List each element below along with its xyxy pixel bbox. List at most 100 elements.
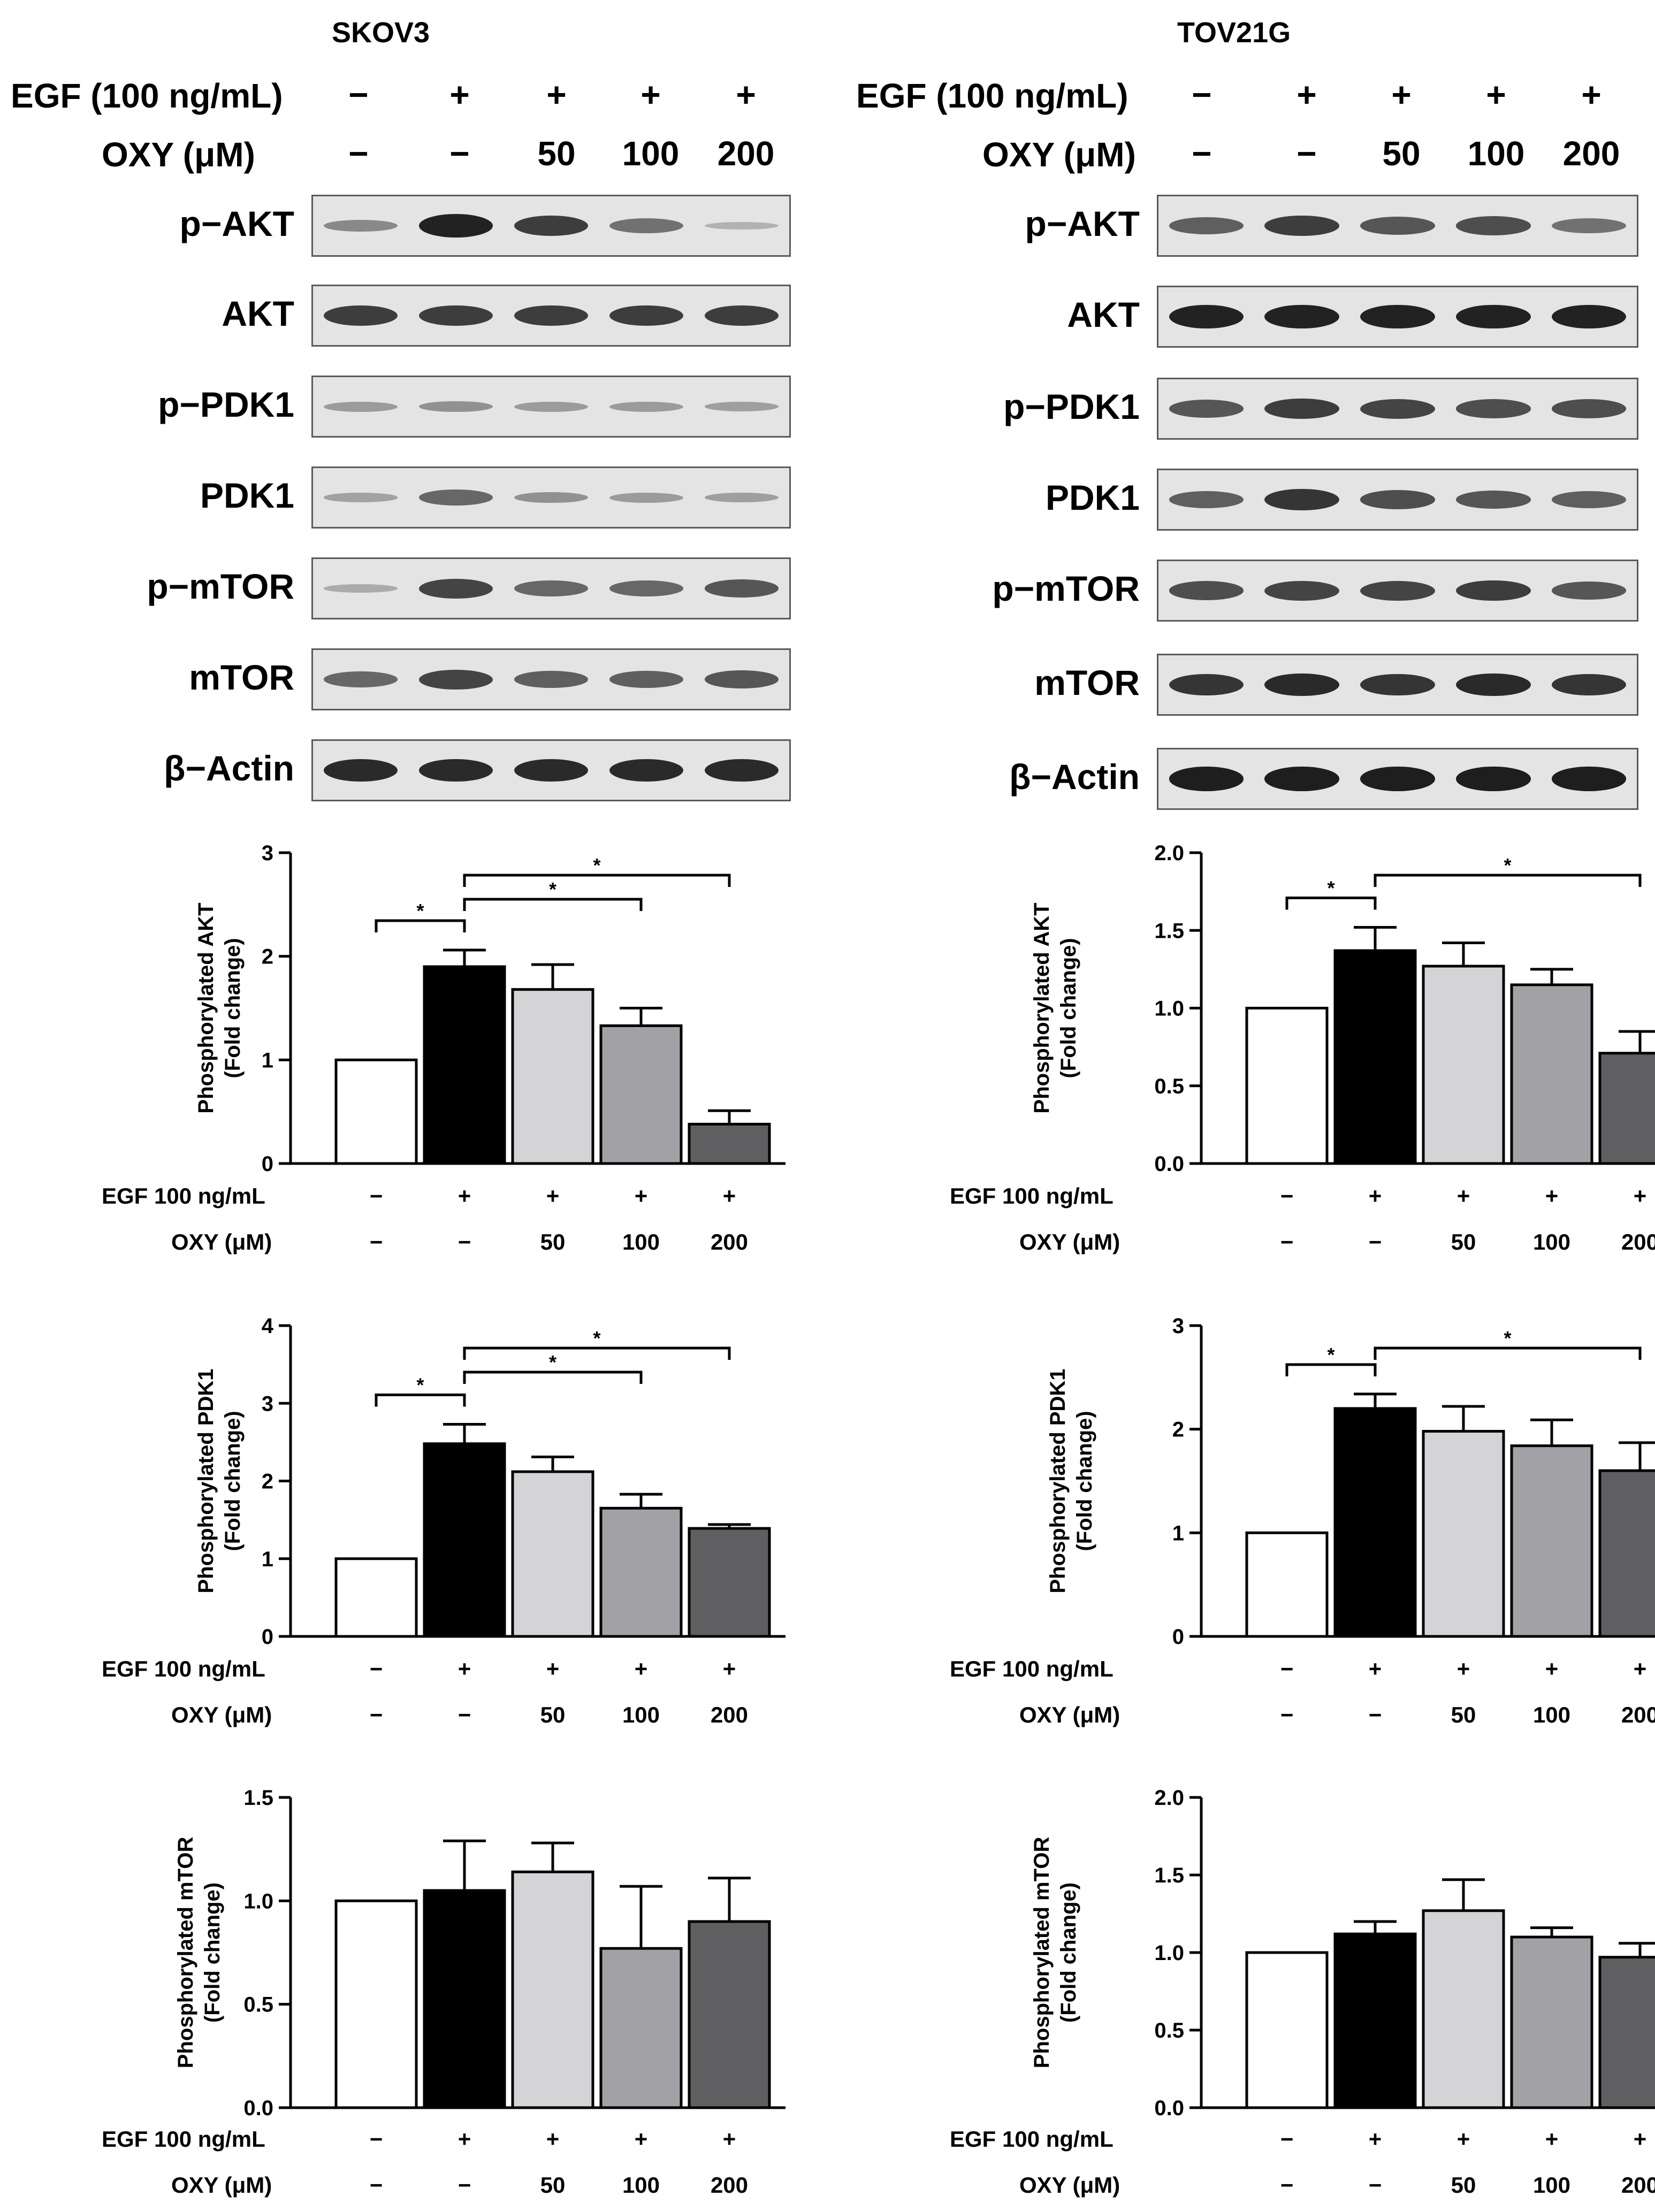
blot-band: [514, 492, 589, 503]
significance-bracket: [375, 1393, 466, 1407]
bar: [599, 1506, 683, 1638]
y-axis-title: (Fold change): [1057, 1882, 1080, 2023]
blot-band: [1456, 767, 1531, 791]
blot-band: [1264, 488, 1339, 511]
oxy-row-value: −: [458, 1702, 471, 1727]
blot-label-mtor: mTOR: [1034, 663, 1140, 702]
blot-band: [418, 213, 493, 238]
blot-label-mtor: mTOR: [189, 657, 294, 697]
blot-band: [418, 578, 493, 599]
egf-lane-1: −: [348, 75, 369, 114]
egf-row-value: +: [1634, 1656, 1647, 1681]
bar: [599, 1024, 683, 1165]
oxy-row-value: −: [1369, 1229, 1382, 1254]
egf-row-value: +: [1457, 1183, 1470, 1208]
oxy-row-label: OXY (μM): [171, 2172, 272, 2198]
egf-row-value: +: [1545, 1183, 1559, 1208]
significance-star: *: [416, 900, 424, 922]
significance-star: *: [1327, 877, 1334, 899]
significance-bracket: [463, 874, 731, 887]
blot-band: [1360, 673, 1435, 696]
egf-row-value: +: [546, 2126, 560, 2152]
blot-band: [1551, 491, 1627, 508]
blot-label-pdk1: PDK1: [200, 476, 294, 515]
blot-label-p-pdk1: p−PDK1: [158, 385, 294, 424]
blot-band: [1169, 673, 1244, 696]
bar: [1510, 1935, 1593, 2109]
egf-row-label: EGF 100 ng/mL: [102, 2126, 265, 2152]
egf-row-value: +: [1545, 2126, 1559, 2152]
oxy-row-value: 200: [1621, 2172, 1655, 2198]
blot-band: [323, 671, 398, 687]
oxy-header-label: OXY (μM): [102, 135, 255, 174]
egf-row-value: +: [1457, 1656, 1470, 1681]
blot-strip-pdk1: [311, 466, 791, 529]
bar: [1422, 965, 1505, 1165]
y-axis-title: (Fold change): [1073, 1411, 1096, 1551]
blot-band: [418, 669, 493, 690]
blot-band: [1169, 400, 1244, 418]
blot-band: [418, 759, 493, 782]
blot-band: [1456, 399, 1531, 418]
oxy-header-label: OXY (μM): [982, 135, 1136, 174]
oxy-row-label: OXY (μM): [171, 1229, 272, 1254]
y-tick-label: 1.5: [243, 1786, 273, 1810]
oxy-row-value: −: [1280, 2172, 1294, 2198]
significance-bracket: [1285, 1363, 1377, 1376]
blot-label-pdk1: PDK1: [1045, 478, 1140, 517]
y-tick-label: 1.0: [1154, 997, 1184, 1021]
blot-band: [1264, 673, 1339, 696]
blot-band: [1551, 581, 1627, 600]
significance-bracket: [375, 919, 466, 933]
egf-row-label: EGF 100 ng/mL: [102, 1183, 265, 1208]
blot-label-p-pdk1: p−PDK1: [1003, 387, 1140, 426]
egf-row-value: −: [1280, 1656, 1294, 1681]
blot-band: [1456, 216, 1531, 235]
blot-band: [704, 402, 779, 411]
blot-band: [1169, 491, 1244, 508]
oxy-row-value: 50: [540, 2172, 566, 2198]
bar-chart: 0.0 0.5 1.0 1.5 2.0 Phosphorylated mTOR (Fold …: [950, 1786, 1655, 2198]
oxy-row-value: −: [458, 1229, 471, 1254]
significance-star: *: [549, 1351, 556, 1373]
egf-row-value: +: [635, 1656, 648, 1681]
egf-row-value: −: [1280, 1183, 1294, 1208]
egf-row-value: −: [370, 1656, 383, 1681]
oxy-row-value: 200: [1621, 1702, 1655, 1727]
egf-lane-1: −: [1192, 75, 1212, 114]
egf-row-value: +: [458, 1183, 471, 1208]
y-tick-label: 0: [262, 1625, 273, 1649]
panel-title: TOV21G: [1177, 17, 1291, 49]
blot-band: [704, 759, 779, 782]
oxy-row-value: 200: [711, 2172, 748, 2198]
blot-strip-beta-actin: [1157, 748, 1638, 810]
blot-label-akt: AKT: [1067, 295, 1140, 334]
egf-row-value: +: [546, 1656, 560, 1681]
bar: [1333, 1407, 1417, 1638]
oxy-row-value: −: [458, 2172, 471, 2198]
bar: [1422, 1430, 1505, 1638]
oxy-row-value: −: [1369, 2172, 1382, 2198]
oxy-row-value: 200: [711, 1702, 748, 1727]
blot-label-beta-actin: β−Actin: [1009, 757, 1140, 797]
y-tick-label: 0: [262, 1152, 273, 1176]
oxy-row-value: −: [1280, 1229, 1294, 1254]
egf-row-value: +: [458, 1656, 471, 1681]
oxy-row-value: 50: [1451, 1702, 1476, 1727]
y-tick-label: 1.0: [243, 1889, 273, 1913]
oxy-row-value: −: [1369, 1702, 1382, 1727]
oxy-lane-3: 50: [537, 134, 576, 173]
significance-star: *: [1504, 854, 1511, 876]
y-tick-label: 1.0: [1154, 1941, 1184, 1965]
egf-row-value: +: [1545, 1656, 1559, 1681]
y-tick-label: 0.5: [1154, 1075, 1184, 1098]
oxy-lane-2: −: [449, 134, 470, 173]
y-tick-label: 3: [262, 841, 273, 865]
bar: [423, 1889, 506, 2109]
blot-strip-pdk1: [1157, 469, 1638, 531]
bar: [511, 988, 594, 1165]
blot-band: [323, 401, 398, 412]
blot-band: [418, 401, 493, 412]
blot-band: [704, 221, 779, 230]
blot-label-akt: AKT: [222, 294, 294, 333]
